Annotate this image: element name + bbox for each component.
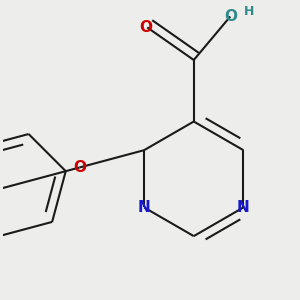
Text: O: O: [224, 9, 237, 24]
Text: H: H: [243, 5, 254, 18]
Text: N: N: [237, 200, 250, 215]
Text: O: O: [73, 160, 86, 175]
Text: N: N: [138, 200, 151, 215]
Text: O: O: [139, 20, 152, 35]
